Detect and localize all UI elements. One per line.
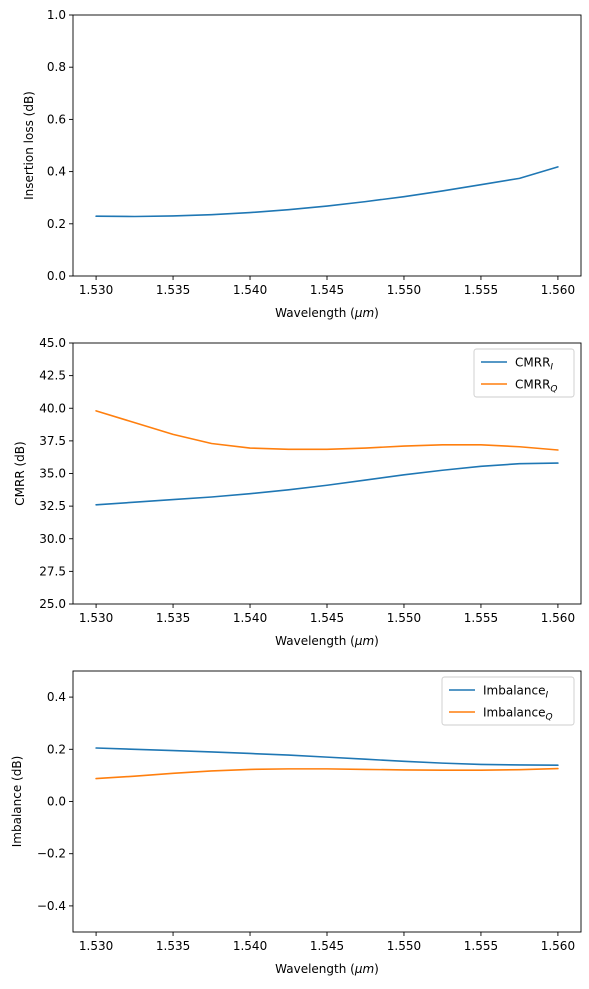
x-tick-label: 1.535 (156, 939, 190, 953)
y-tick-label: 0.4 (47, 690, 66, 704)
y-tick-label: 0.2 (47, 742, 66, 756)
x-tick-label: 1.535 (156, 611, 190, 625)
x-tick-label: 1.545 (310, 283, 344, 297)
x-tick-label: 1.550 (387, 611, 421, 625)
y-tick-label: 45.0 (39, 336, 66, 350)
y-axis-label: Imbalance (dB) (10, 756, 24, 848)
x-tick-label: 1.555 (464, 611, 498, 625)
legend-label-1: ImbalanceI (483, 684, 548, 701)
legend-box (473, 348, 575, 398)
x-tick-label: 1.560 (541, 939, 575, 953)
x-tick-label: 1.560 (541, 283, 575, 297)
x-tick-label: 1.540 (233, 283, 267, 297)
x-tick-label: 1.530 (79, 939, 113, 953)
y-tick-label: 25.0 (39, 597, 66, 611)
chart-2: 1.530 1.535 1.540 1.545 1.550 1.555 1.560 25.0 2… (13, 336, 582, 648)
x-tick-label: 1.545 (310, 939, 344, 953)
y-tick-label: 42.5 (39, 369, 66, 383)
y-tick-label: 30.0 (39, 532, 66, 546)
y-tick-label: 35.0 (39, 467, 66, 481)
series-line-1 (95, 462, 559, 506)
x-axis-label: Wavelength (μm) (275, 962, 379, 976)
y-tick-label: 27.5 (39, 564, 66, 578)
legend-label-1: CMRRI (515, 356, 553, 373)
x-tick-label: 1.545 (310, 611, 344, 625)
y-tick-label: 0.0 (47, 269, 66, 283)
y-tick-label: 0.2 (47, 217, 66, 231)
series-line-1 (95, 166, 559, 218)
y-tick-label: −0.2 (37, 847, 66, 861)
y-axis-label: Insertion loss (dB) (22, 91, 36, 200)
x-tick-label: 1.535 (156, 283, 190, 297)
y-tick-label: 32.5 (39, 499, 66, 513)
x-axis-label: Wavelength (μm) (275, 634, 379, 648)
x-tick-label: 1.555 (464, 939, 498, 953)
series-line-2 (95, 410, 559, 451)
series-line-1 (95, 747, 559, 767)
y-tick-label: 40.0 (39, 401, 66, 415)
x-tick-label: 1.555 (464, 283, 498, 297)
axes-frame (72, 14, 582, 277)
legend-label-2: ImbalanceQ (483, 706, 553, 723)
y-tick-label: 0.0 (47, 795, 66, 809)
y-tick-label: 0.8 (47, 60, 66, 74)
y-tick-label: 0.6 (47, 112, 66, 126)
legend-label-2: CMRRQ (515, 378, 558, 395)
y-tick-label: 0.4 (47, 165, 66, 179)
x-tick-label: 1.560 (541, 611, 575, 625)
y-tick-label: 1.0 (47, 8, 66, 22)
series-line-2 (95, 767, 559, 780)
x-axis-label: Wavelength (μm) (275, 306, 379, 320)
chart-3: 1.530 1.535 1.540 1.545 1.550 1.555 1.560 −0.4 −… (10, 670, 582, 976)
x-tick-label: 1.530 (79, 611, 113, 625)
x-tick-label: 1.530 (79, 283, 113, 297)
legend-box (441, 676, 575, 726)
x-tick-label: 1.550 (387, 283, 421, 297)
legend: CMRRI CMRRQ (473, 348, 575, 398)
x-tick-label: 1.540 (233, 611, 267, 625)
y-tick-label: −0.4 (37, 899, 66, 913)
x-tick-label: 1.550 (387, 939, 421, 953)
y-axis-label: CMRR (dB) (13, 441, 27, 505)
legend: ImbalanceI ImbalanceQ (441, 676, 575, 726)
chart-1: 1.530 1.535 1.540 1.545 1.550 1.555 1.560 0.0 0.… (22, 8, 582, 320)
x-tick-label: 1.540 (233, 939, 267, 953)
y-tick-label: 37.5 (39, 434, 66, 448)
